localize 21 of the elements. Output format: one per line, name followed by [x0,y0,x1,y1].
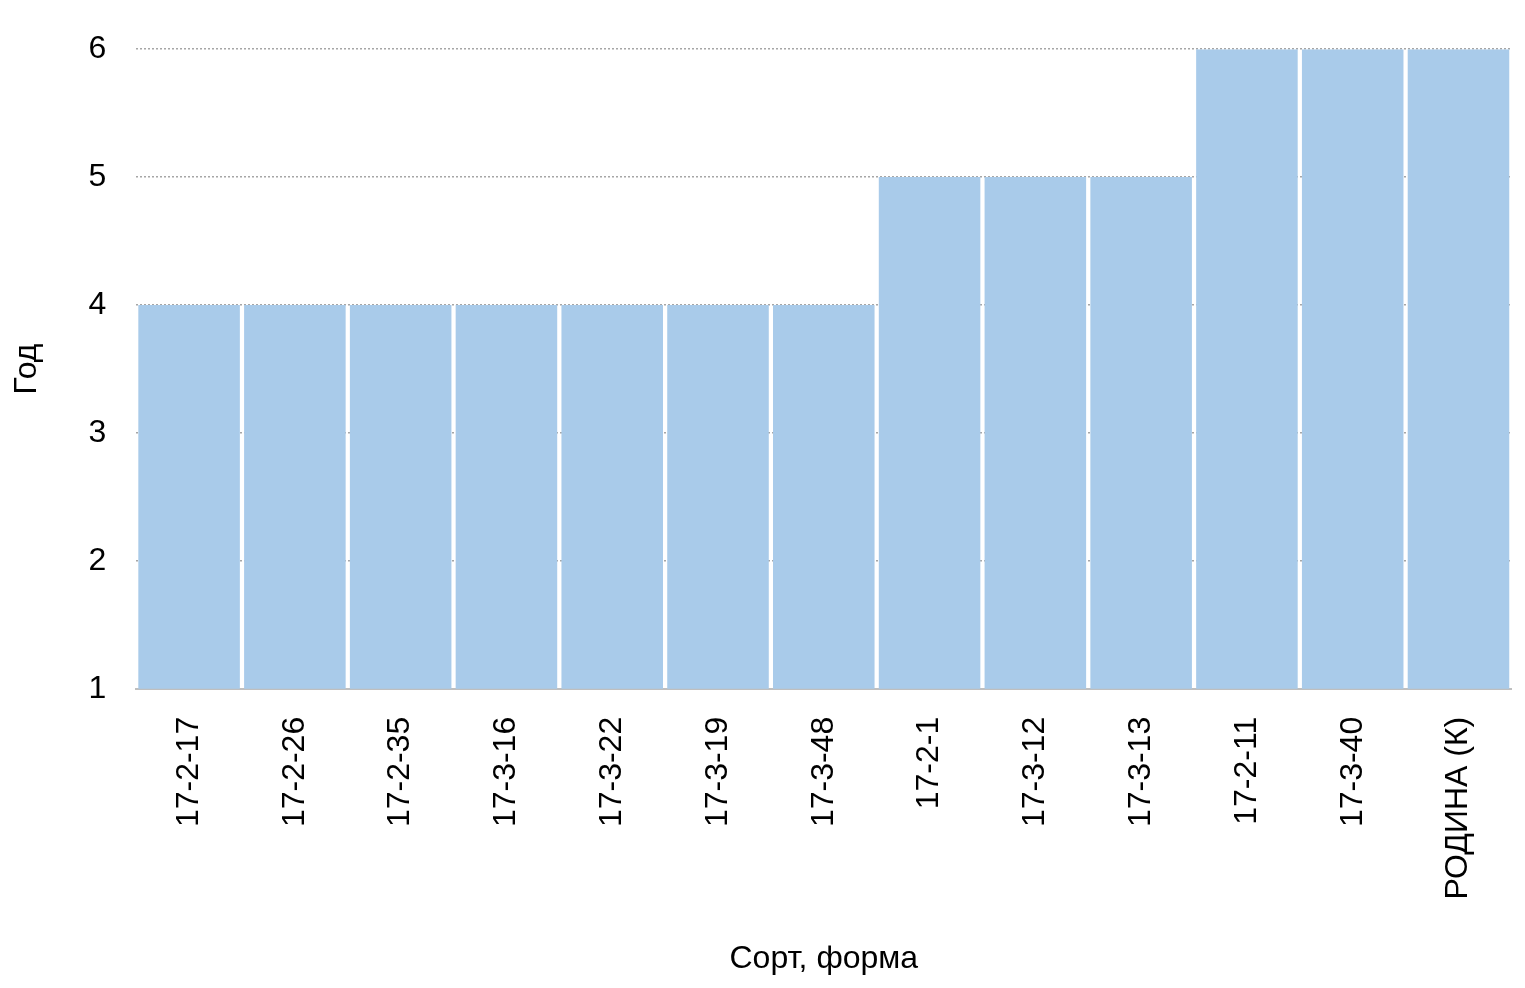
y-tick-label: 4 [88,284,107,321]
x-tick-label: 17-3-40 [1332,716,1369,828]
x-tick-label: 17-2-26 [274,716,311,828]
y-tick-label: 6 [88,29,107,66]
y-axis-title: Год [7,343,44,395]
x-tick-label: 17-3-19 [697,716,734,828]
x-axis-title: Сорт, форма [729,938,919,975]
y-tick-label: 5 [88,156,107,193]
x-tick-label: 17-2-11 [1226,716,1263,825]
x-tick-label: 17-3-13 [1120,716,1157,828]
x-tick-label: 17-3-48 [803,716,840,828]
x-tick-label: 17-2-1 [909,716,946,810]
y-tick-label: 1 [88,668,107,705]
x-tick-label: 17-2-35 [380,716,417,828]
x-tick-label: 17-3-22 [592,716,629,828]
y-tick-label: 3 [88,412,107,449]
y-tick-label: 2 [88,540,107,577]
x-tick-label: 17-2-17 [168,716,205,828]
x-tick-label: РОДИНА (К) [1438,716,1475,900]
x-tick-label: 17-3-12 [1015,716,1052,828]
x-tick-label: 17-3-16 [486,716,523,828]
